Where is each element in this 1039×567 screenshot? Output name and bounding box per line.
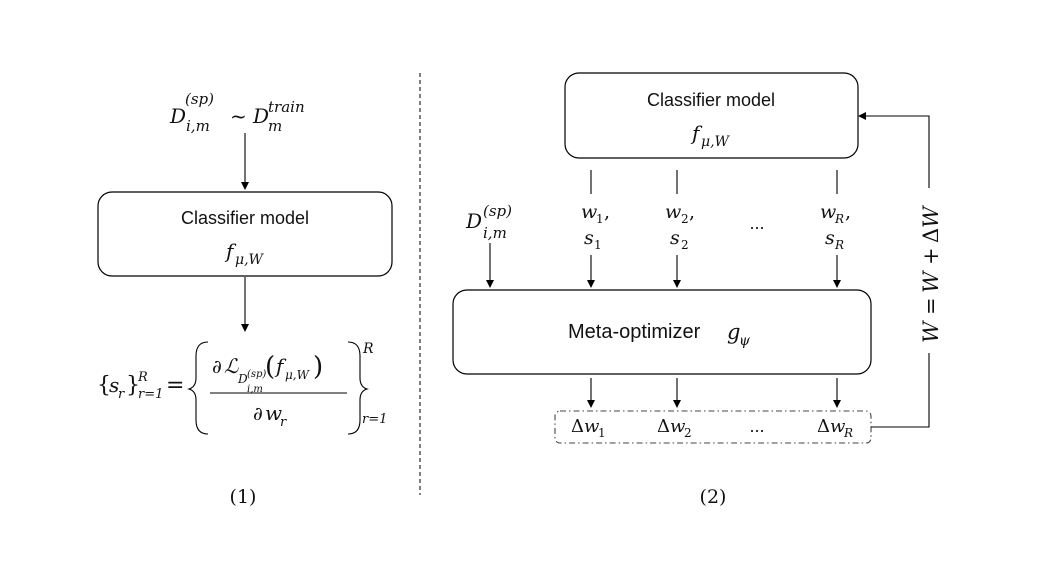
meta-optimizer-box [452, 289, 872, 375]
delta-label-R: Δ w R [817, 416, 853, 440]
right-classifier-title: Classifier model [647, 90, 775, 110]
svg-text:ℒ: ℒ [224, 354, 239, 378]
left-classifier-box [97, 191, 393, 277]
svg-text:D: D [237, 372, 248, 386]
caption-2: (2) [700, 486, 727, 508]
feedback-line-bottom [871, 353, 930, 428]
svg-text:Δ: Δ [919, 228, 943, 243]
panel-2: Classifier model f μ,W D (sp) i,m w 1 , … [452, 72, 943, 508]
svg-text:Δ: Δ [657, 416, 670, 437]
caption-1: (1) [230, 486, 257, 508]
feedback-line-top [858, 112, 930, 188]
svg-text:(sp): (sp) [247, 369, 266, 380]
svg-text:R: R [362, 341, 374, 357]
svg-text:2: 2 [681, 238, 689, 252]
svg-text:,: , [604, 201, 610, 223]
svg-text:w: w [665, 201, 681, 223]
svg-text:W: W [919, 269, 943, 293]
svg-text:W: W [919, 204, 943, 228]
delta-label-2: Δ w 2 [657, 416, 692, 440]
svg-text:D: D [252, 104, 269, 128]
svg-text:2: 2 [684, 426, 692, 440]
panel-1: D (sp) i,m ~ D train m Classifier model … [97, 90, 393, 508]
svg-text:,: , [689, 201, 695, 223]
left-input-expression: D (sp) i,m ~ D train m [169, 90, 305, 135]
svg-text:): ) [313, 352, 323, 382]
svg-text:r=1: r=1 [138, 387, 163, 402]
svg-text:μ,W: μ,W [235, 252, 265, 268]
svg-text:Meta-optimizer: Meta-optimizer [568, 321, 701, 343]
svg-text:∂: ∂ [212, 356, 222, 378]
svg-text:+: + [919, 247, 943, 265]
svg-text:Δ: Δ [817, 416, 830, 437]
svg-text:w: w [265, 401, 282, 425]
svg-text:g: g [727, 320, 740, 344]
left-classifier-title: Classifier model [181, 208, 309, 228]
svg-text:R: R [843, 426, 853, 440]
svg-text:s: s [584, 227, 594, 249]
svg-text:2: 2 [681, 212, 689, 226]
svg-text:,: , [845, 201, 851, 223]
svg-text:w: w [820, 201, 836, 223]
svg-text:s: s [670, 227, 680, 249]
svg-text:R: R [834, 238, 844, 252]
param-label-R: w R , s R [820, 201, 851, 252]
svg-text:(: ( [265, 352, 275, 382]
svg-text:D: D [465, 209, 482, 233]
svg-text:train: train [268, 98, 305, 116]
svg-text:=: = [166, 373, 184, 398]
gradient-formula: { s r } R r=1 = ∂ ℒ D (sp) i,m ( f μ,W )… [97, 341, 387, 435]
param-label-2: w 2 , s 2 [665, 201, 695, 252]
svg-text:1: 1 [594, 238, 602, 252]
delta-ellipsis: ... [749, 416, 764, 436]
svg-text:w: w [581, 201, 597, 223]
svg-text:R: R [834, 212, 844, 226]
svg-text:s: s [109, 373, 119, 397]
right-input-D: D (sp) i,m [465, 202, 512, 242]
svg-text:r: r [280, 415, 287, 430]
svg-text:w: w [830, 416, 846, 437]
svg-text:ψ: ψ [739, 333, 751, 349]
svg-text:w: w [670, 416, 686, 437]
svg-text:r: r [118, 387, 125, 402]
svg-text:s: s [825, 227, 835, 249]
svg-text:Δ: Δ [571, 416, 584, 437]
svg-text:~: ~ [230, 104, 247, 128]
svg-text:i,m: i,m [483, 224, 507, 242]
svg-text:}: } [126, 373, 140, 398]
svg-text:1: 1 [596, 212, 604, 226]
svg-text:R: R [137, 370, 148, 385]
param-ellipsis: ... [749, 213, 764, 233]
meta-optimizer-label: Meta-optimizer g ψ [568, 320, 751, 349]
svg-text:r=1: r=1 [362, 412, 387, 427]
svg-text:i,m: i,m [186, 117, 210, 135]
svg-text:(sp): (sp) [483, 202, 512, 220]
svg-text:{: { [97, 373, 111, 398]
svg-text:D: D [169, 104, 186, 128]
svg-text:μ,W: μ,W [285, 368, 311, 382]
param-label-1: w 1 , s 1 [581, 201, 610, 252]
svg-text:1: 1 [598, 426, 606, 440]
update-rule: W = W + Δ W [919, 204, 943, 343]
svg-text:w: w [584, 416, 600, 437]
svg-text:W: W [919, 319, 943, 343]
svg-text:=: = [919, 297, 943, 315]
svg-text:m: m [268, 117, 282, 135]
svg-text:μ,W: μ,W [701, 134, 731, 150]
svg-text:(sp): (sp) [185, 90, 214, 108]
delta-label-1: Δ w 1 [571, 416, 606, 440]
svg-text:i,m: i,m [247, 384, 263, 395]
svg-text:∂: ∂ [253, 403, 263, 425]
